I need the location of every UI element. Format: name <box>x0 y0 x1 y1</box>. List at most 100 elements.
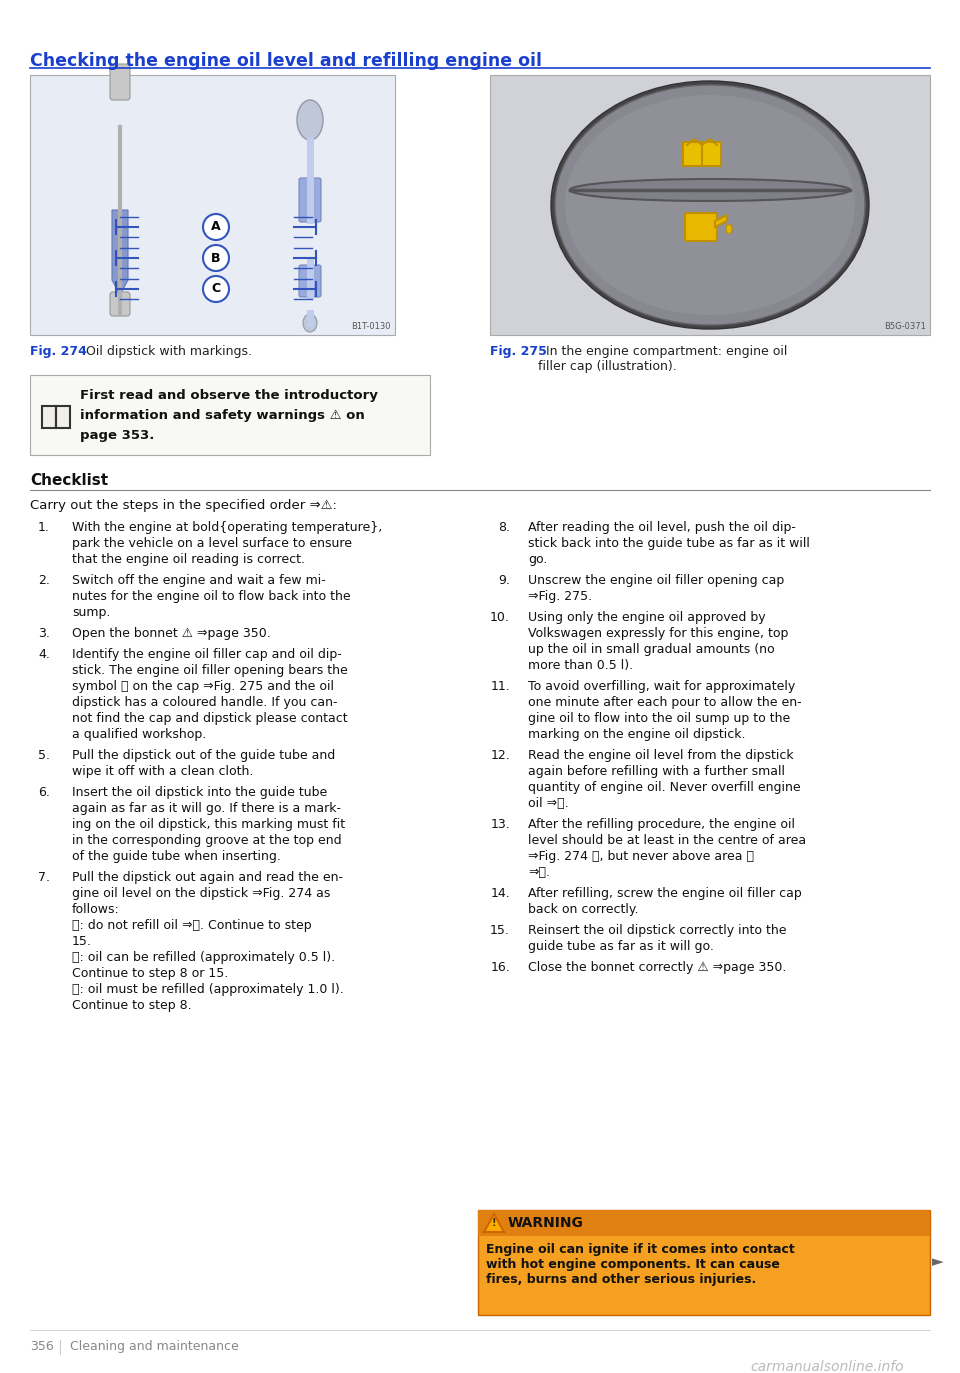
FancyBboxPatch shape <box>42 406 56 428</box>
Text: 5.: 5. <box>38 750 50 762</box>
Text: In the engine compartment: engine oil
filler cap (illustration).: In the engine compartment: engine oil fi… <box>538 345 787 373</box>
FancyBboxPatch shape <box>299 178 321 222</box>
Text: First read and observe the introductory: First read and observe the introductory <box>80 389 378 402</box>
Text: back on correctly.: back on correctly. <box>528 903 638 916</box>
Text: After reading the oil level, push the oil dip-: After reading the oil level, push the oi… <box>528 520 796 534</box>
Text: ⇒ⓘ.: ⇒ⓘ. <box>528 866 550 879</box>
FancyBboxPatch shape <box>110 65 130 100</box>
Polygon shape <box>715 216 727 227</box>
FancyBboxPatch shape <box>683 141 721 166</box>
Ellipse shape <box>726 225 732 233</box>
Ellipse shape <box>555 85 865 325</box>
Text: With the engine at ​bold{operating temperature},: With the engine at ​bold{operating tempe… <box>72 520 382 534</box>
Text: Cleaning and maintenance: Cleaning and maintenance <box>70 1340 239 1352</box>
Text: again as far as it will go. If there is a mark-: again as far as it will go. If there is … <box>72 802 341 816</box>
Text: level should be at least in the centre of area: level should be at least in the centre o… <box>528 833 806 847</box>
Text: 6.: 6. <box>38 785 50 799</box>
Text: Read the engine oil level from the dipstick: Read the engine oil level from the dipst… <box>528 750 794 762</box>
Text: park the vehicle on a level surface to ensure: park the vehicle on a level surface to e… <box>72 537 352 551</box>
Text: up the oil in small gradual amounts (no: up the oil in small gradual amounts (no <box>528 643 775 656</box>
Text: gine oil to flow into the oil sump up to the: gine oil to flow into the oil sump up to… <box>528 713 790 725</box>
Text: Continue to step 8.: Continue to step 8. <box>72 1000 192 1012</box>
Text: After the refilling procedure, the engine oil: After the refilling procedure, the engin… <box>528 818 795 831</box>
Text: Close the bonnet correctly ⚠ ⇒page 350.: Close the bonnet correctly ⚠ ⇒page 350. <box>528 961 786 973</box>
Bar <box>490 76 930 335</box>
Polygon shape <box>112 210 128 295</box>
Text: B1T-0130: B1T-0130 <box>351 323 391 331</box>
Text: ⇒Fig. 275.: ⇒Fig. 275. <box>528 590 592 603</box>
Text: Unscrew the engine oil filler opening cap: Unscrew the engine oil filler opening ca… <box>528 574 784 588</box>
Text: C: C <box>211 283 221 295</box>
Text: one minute after each pour to allow the en-: one minute after each pour to allow the … <box>528 696 802 708</box>
Text: Insert the oil dipstick into the guide tube: Insert the oil dipstick into the guide t… <box>72 785 327 799</box>
Text: 2.: 2. <box>38 574 50 588</box>
Text: Checklist: Checklist <box>30 474 108 487</box>
Text: information and safety warnings ⚠ on: information and safety warnings ⚠ on <box>80 409 365 422</box>
Text: of the guide tube when inserting.: of the guide tube when inserting. <box>72 850 281 864</box>
Text: 15.: 15. <box>72 935 92 947</box>
Text: nutes for the engine oil to flow back into the: nutes for the engine oil to flow back in… <box>72 590 350 603</box>
Text: Volkswagen expressly for this engine, top: Volkswagen expressly for this engine, to… <box>528 627 788 640</box>
FancyBboxPatch shape <box>110 292 130 316</box>
Ellipse shape <box>551 81 869 330</box>
Text: 8.: 8. <box>498 520 510 534</box>
Text: Pull the dipstick out of the guide tube and: Pull the dipstick out of the guide tube … <box>72 750 335 762</box>
Text: 10.: 10. <box>491 611 510 623</box>
Text: Ⓐ: do not refill oil ⇒ⓘ. Continue to step: Ⓐ: do not refill oil ⇒ⓘ. Continue to ste… <box>72 919 312 932</box>
Text: 11.: 11. <box>491 680 510 693</box>
Text: not find the cap and dipstick please contact: not find the cap and dipstick please con… <box>72 713 348 725</box>
Text: in the corresponding groove at the top end: in the corresponding groove at the top e… <box>72 833 342 847</box>
Text: B5G-0371: B5G-0371 <box>884 323 926 331</box>
Text: Fig. 275: Fig. 275 <box>490 345 547 358</box>
Text: 13.: 13. <box>491 818 510 831</box>
Circle shape <box>203 214 229 240</box>
Text: ►: ► <box>932 1255 944 1270</box>
Ellipse shape <box>570 178 850 200</box>
Text: again before refilling with a further small: again before refilling with a further sm… <box>528 765 785 778</box>
Text: Oil dipstick with markings.: Oil dipstick with markings. <box>78 345 252 358</box>
Text: oil ⇒ⓘ.: oil ⇒ⓘ. <box>528 796 568 810</box>
Text: To avoid overfilling, wait for approximately: To avoid overfilling, wait for approxima… <box>528 680 795 693</box>
Circle shape <box>203 244 229 270</box>
Text: gine oil level on the dipstick ⇒Fig. 274 as: gine oil level on the dipstick ⇒Fig. 274… <box>72 887 330 899</box>
Text: WARNING: WARNING <box>508 1216 584 1230</box>
Text: After refilling, screw the engine oil filler cap: After refilling, screw the engine oil fi… <box>528 887 802 899</box>
Bar <box>30 375 430 454</box>
Text: ⇒Fig. 274 Ⓑ, but never above area Ⓐ: ⇒Fig. 274 Ⓑ, but never above area Ⓐ <box>528 850 754 864</box>
Text: 16.: 16. <box>491 961 510 973</box>
Text: Pull the dipstick out again and read the en-: Pull the dipstick out again and read the… <box>72 870 343 884</box>
Text: Engine oil can ignite if it comes into contact
with hot engine components. It ca: Engine oil can ignite if it comes into c… <box>486 1243 795 1287</box>
Ellipse shape <box>565 95 855 314</box>
Text: dipstick has a coloured handle. If you can-: dipstick has a coloured handle. If you c… <box>72 696 338 708</box>
Ellipse shape <box>297 100 323 140</box>
Text: stick back into the guide tube as far as it will: stick back into the guide tube as far as… <box>528 537 810 551</box>
Text: !: ! <box>492 1218 496 1227</box>
Text: that the engine oil reading is correct.: that the engine oil reading is correct. <box>72 553 305 566</box>
Text: carmanualsonline.info: carmanualsonline.info <box>750 1361 903 1373</box>
Text: marking on the engine oil dipstick.: marking on the engine oil dipstick. <box>528 728 746 741</box>
Text: A: A <box>211 221 221 233</box>
Text: Switch off the engine and wait a few mi-: Switch off the engine and wait a few mi- <box>72 574 325 588</box>
Text: Fig. 274: Fig. 274 <box>30 345 86 358</box>
FancyBboxPatch shape <box>685 213 717 242</box>
Text: Reinsert the oil dipstick correctly into the: Reinsert the oil dipstick correctly into… <box>528 924 786 936</box>
Polygon shape <box>484 1214 504 1232</box>
Text: ing on the oil dipstick, this marking must fit: ing on the oil dipstick, this marking mu… <box>72 818 346 831</box>
Text: go.: go. <box>528 553 547 566</box>
Text: 1.: 1. <box>38 520 50 534</box>
Text: sump.: sump. <box>72 605 110 619</box>
Text: Ⓑ: oil can be refilled (approximately 0.5 l).: Ⓑ: oil can be refilled (approximately 0.… <box>72 951 335 964</box>
Text: a qualified workshop.: a qualified workshop. <box>72 728 206 741</box>
Text: Using only the engine oil approved by: Using only the engine oil approved by <box>528 611 766 623</box>
Text: 4.: 4. <box>38 648 50 660</box>
Text: 15.: 15. <box>491 924 510 936</box>
Text: 14.: 14. <box>491 887 510 899</box>
Text: symbol ⛽ on the cap ⇒Fig. 275 and the oil: symbol ⛽ on the cap ⇒Fig. 275 and the oi… <box>72 680 334 693</box>
Text: 7.: 7. <box>38 870 50 884</box>
Circle shape <box>203 276 229 302</box>
Text: quantity of engine oil. Never overfill engine: quantity of engine oil. Never overfill e… <box>528 781 801 794</box>
Text: 9.: 9. <box>498 574 510 588</box>
Text: follows:: follows: <box>72 903 120 916</box>
Bar <box>478 1210 930 1236</box>
Text: Identify the engine oil filler cap and oil dip-: Identify the engine oil filler cap and o… <box>72 648 342 660</box>
